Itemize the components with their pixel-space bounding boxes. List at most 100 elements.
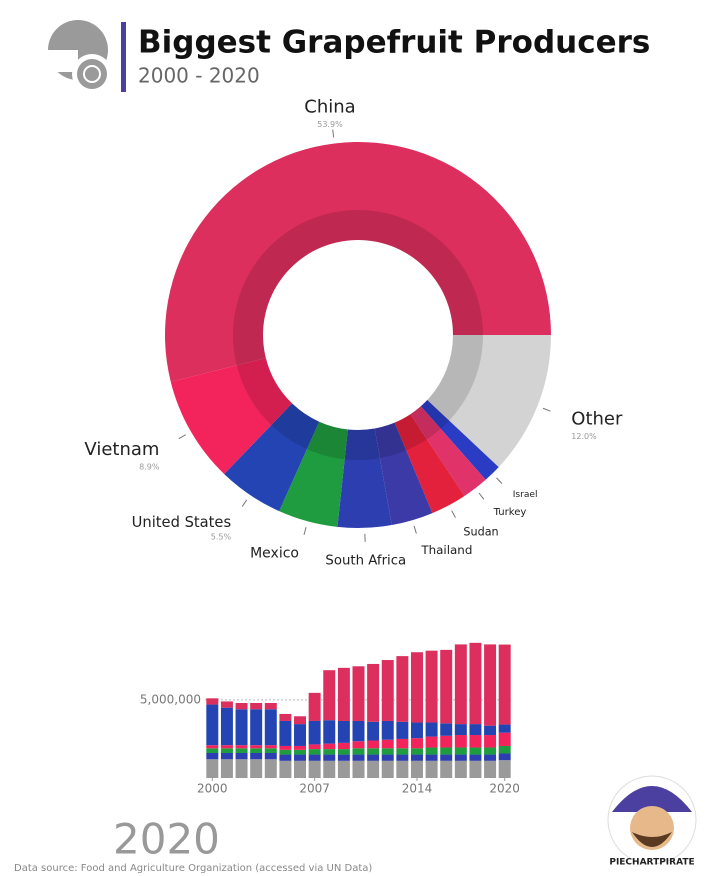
bar-segment [235, 759, 248, 778]
bar-segment [454, 724, 467, 736]
bar-segment [484, 747, 497, 755]
bar-segment [498, 644, 511, 725]
x-tick-label: 2014 [402, 782, 433, 796]
bar-segment [337, 749, 350, 755]
label-tick [241, 499, 248, 507]
bar-segment [264, 753, 277, 760]
bar-segment [279, 749, 292, 755]
bar-segment [264, 745, 277, 749]
bar-segment [425, 747, 438, 755]
bar-segment [440, 735, 453, 748]
bar-segment [250, 759, 263, 778]
bar-segment [206, 748, 219, 753]
donut-slice [427, 335, 551, 468]
bar-segment [425, 754, 438, 761]
bar-segment [367, 740, 380, 749]
bar-segment [381, 660, 394, 721]
donut-slice [337, 428, 392, 528]
bar-segment [279, 745, 292, 750]
bar-segment [454, 735, 467, 748]
slice-label: Israel [513, 490, 538, 500]
year-label: 2020 [113, 815, 220, 864]
bar-segment [396, 656, 409, 722]
bar-segment [396, 748, 409, 755]
bar-segment [279, 713, 292, 721]
slice-label: Thailand [420, 543, 472, 557]
bar-segment [381, 720, 394, 740]
donut-slice [279, 421, 348, 527]
label-tick [496, 477, 503, 485]
bar-segment [337, 754, 350, 761]
bar-segment [264, 748, 277, 753]
bar-segment [220, 707, 233, 746]
bar-segment [279, 720, 292, 746]
slice-value-label: 53.9% [317, 120, 343, 129]
bar-segment [469, 747, 482, 755]
bar-segment [367, 760, 380, 778]
bar-segment [410, 754, 423, 761]
bar-segment [410, 722, 423, 739]
bar-segment [440, 649, 453, 724]
subtitle: 2000 - 2020 [138, 64, 260, 88]
bar-segment [250, 709, 263, 746]
bar-segment [206, 753, 219, 760]
bar-segment [220, 701, 233, 708]
bar-segment [235, 703, 248, 710]
bar-segment [294, 716, 307, 725]
bar-segment [440, 760, 453, 778]
bar-segment [469, 760, 482, 778]
bar-segment [484, 644, 497, 726]
bar-segment [235, 753, 248, 760]
slice-label: South Africa [325, 554, 406, 569]
bar-segment [352, 720, 365, 742]
bar-segment [250, 753, 263, 760]
bar-segment [440, 754, 453, 761]
title: Biggest Grapefruit Producers [138, 25, 650, 61]
slice-label: Sudan [463, 526, 498, 539]
bar-segment [279, 754, 292, 761]
bar-segment [220, 759, 233, 778]
bar-segment [235, 748, 248, 753]
bar-segment [264, 759, 277, 778]
bar-segment [469, 642, 482, 725]
bar-segment [220, 753, 233, 760]
bar-segment [250, 748, 263, 753]
bar-segment [308, 744, 321, 750]
bar-segment [337, 742, 350, 750]
donut-slice [420, 400, 499, 480]
bar-segment [425, 736, 438, 748]
bar-segment [323, 754, 336, 761]
bar-segment [308, 749, 321, 755]
slice-label: Vietnam [84, 439, 159, 460]
bar-segment [425, 722, 438, 737]
bar-segment [425, 650, 438, 723]
bar-segment [454, 754, 467, 761]
bar-segment [367, 754, 380, 761]
bar-segment [381, 739, 394, 749]
bar-segment [308, 692, 321, 721]
bar-segment [425, 760, 438, 778]
bar-segment [220, 748, 233, 753]
bar-segment [235, 709, 248, 746]
bar-segment [410, 760, 423, 778]
bar-segment [352, 760, 365, 778]
bar-segment [337, 667, 350, 721]
bar-segment [308, 754, 321, 761]
bar-segment [323, 670, 336, 721]
y-tick-label: 5,000,000 [140, 692, 201, 706]
bar-segment [484, 754, 497, 761]
donut-slice [394, 414, 465, 514]
x-tick-label: 2020 [489, 782, 520, 796]
label-tick [542, 407, 551, 412]
bar-segment [381, 748, 394, 755]
header-logo [45, 20, 112, 94]
bar-segment [498, 724, 511, 733]
bar-segment [498, 745, 511, 754]
label-tick [451, 510, 456, 518]
bar-segment [352, 754, 365, 761]
bar-segment [396, 760, 409, 778]
bar-segment [454, 644, 467, 725]
bar-segment [396, 738, 409, 749]
bar-segment [367, 748, 380, 755]
